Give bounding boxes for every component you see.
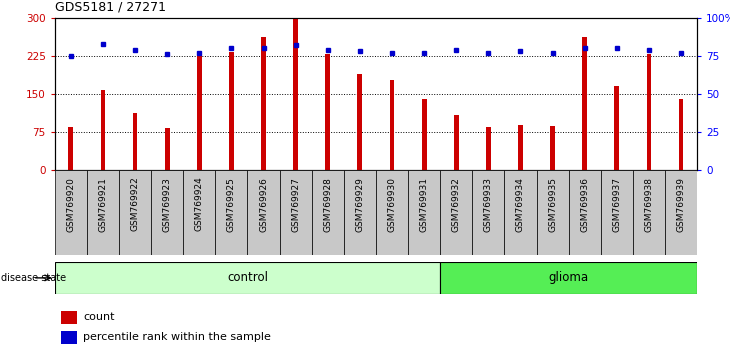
Bar [261,37,266,170]
Text: GSM769938: GSM769938 [645,177,653,232]
Bar [550,126,555,170]
Text: percentile rank within the sample: percentile rank within the sample [83,332,271,342]
Bar [518,125,523,170]
Bar [615,86,619,170]
Bar [601,170,633,255]
Bar [440,262,697,294]
Bar [679,99,683,170]
Bar [569,170,601,255]
Bar [312,170,344,255]
Bar [55,170,87,255]
Bar [408,170,440,255]
Text: GSM769929: GSM769929 [356,177,364,232]
Bar [440,170,472,255]
Text: GSM769934: GSM769934 [516,177,525,232]
Bar [183,170,215,255]
Bar [293,19,298,170]
Bar [633,170,665,255]
Bar [55,262,440,294]
Bar [326,54,330,170]
Bar [229,52,234,170]
Text: GSM769920: GSM769920 [66,177,75,232]
Bar [454,115,458,170]
Text: glioma: glioma [549,272,588,284]
Text: GDS5181 / 27271: GDS5181 / 27271 [55,0,166,13]
Bar [422,99,426,170]
Text: GSM769928: GSM769928 [323,177,332,232]
Text: GSM769935: GSM769935 [548,177,557,232]
Text: GSM769931: GSM769931 [420,177,429,232]
Text: GSM769937: GSM769937 [612,177,621,232]
Text: GSM769922: GSM769922 [131,177,139,232]
Bar [197,54,201,170]
Text: count: count [83,312,115,322]
Bar [61,311,77,324]
Bar [61,331,77,343]
Text: GSM769930: GSM769930 [388,177,396,232]
Bar [101,90,105,170]
Bar [247,170,280,255]
Bar [69,127,73,170]
Bar [583,37,587,170]
Bar [472,170,504,255]
Text: GSM769924: GSM769924 [195,177,204,232]
Bar [215,170,247,255]
Bar [504,170,537,255]
Text: GSM769925: GSM769925 [227,177,236,232]
Bar [165,128,169,170]
Bar [87,170,119,255]
Text: GSM769927: GSM769927 [291,177,300,232]
Bar [344,170,376,255]
Bar [537,170,569,255]
Bar [665,170,697,255]
Text: disease state: disease state [1,273,66,283]
Bar [376,170,408,255]
Text: GSM769933: GSM769933 [484,177,493,232]
Bar [358,74,362,170]
Bar [390,80,394,170]
Text: control: control [227,272,268,284]
Text: GSM769932: GSM769932 [452,177,461,232]
Bar [151,170,183,255]
Text: GSM769921: GSM769921 [99,177,107,232]
Text: GSM769936: GSM769936 [580,177,589,232]
Bar [280,170,312,255]
Text: GSM769926: GSM769926 [259,177,268,232]
Text: GSM769939: GSM769939 [677,177,685,232]
Bar [647,54,651,170]
Bar [133,113,137,170]
Bar [486,127,491,170]
Text: GSM769923: GSM769923 [163,177,172,232]
Bar [119,170,151,255]
